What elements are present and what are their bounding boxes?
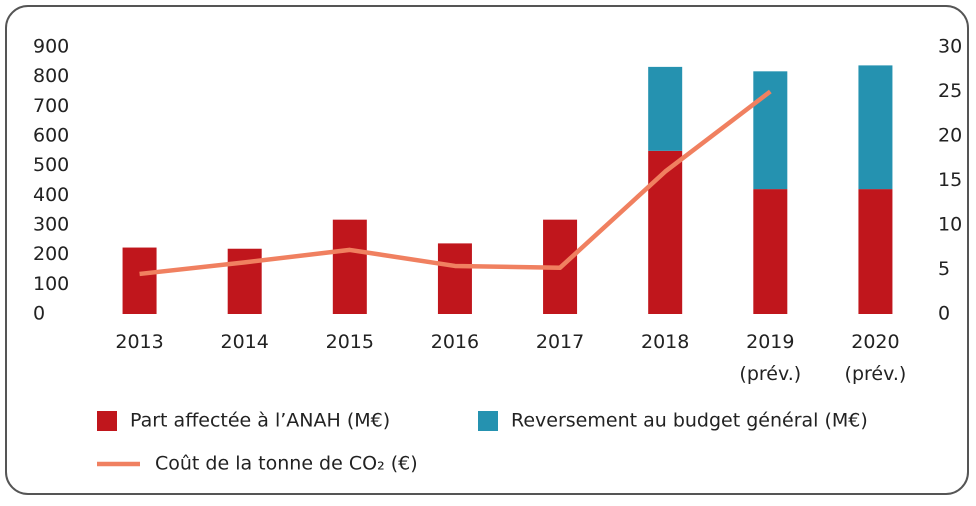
y2-tick-label: 25 bbox=[938, 80, 962, 102]
y-tick-label: 700 bbox=[33, 95, 69, 117]
frame bbox=[5, 5, 969, 495]
x-tick-label: 2020 (prév.) bbox=[845, 331, 907, 385]
y2-tick-label: 30 bbox=[938, 36, 962, 58]
y-tick-label: 0 bbox=[33, 303, 45, 325]
x-tick-label: 2016 bbox=[431, 331, 479, 353]
y-tick-label: 600 bbox=[33, 125, 69, 147]
y-tick-label: 500 bbox=[33, 154, 69, 176]
y2-tick-label: 20 bbox=[938, 125, 962, 147]
y-tick-label: 300 bbox=[33, 214, 69, 236]
x-tick-label: 2018 bbox=[641, 331, 689, 353]
x-tick-label: 2013 bbox=[115, 331, 163, 353]
legend-label: Part affectée à l’ANAH (M€) bbox=[130, 410, 390, 432]
bar bbox=[648, 66, 683, 151]
y-tick-label: 800 bbox=[33, 65, 69, 87]
y-tick-label: 900 bbox=[33, 36, 69, 58]
legend-swatch bbox=[478, 411, 498, 431]
y-tick-label: 400 bbox=[33, 184, 69, 206]
y-tick-label: 200 bbox=[33, 243, 69, 265]
y-tick-label: 100 bbox=[33, 273, 69, 295]
x-tick-label: 2017 bbox=[536, 331, 584, 353]
legend-label: Reversement au budget général (M€) bbox=[511, 410, 868, 432]
x-tick-label: 2014 bbox=[221, 331, 269, 353]
bar bbox=[858, 189, 893, 314]
bar bbox=[753, 189, 788, 314]
x-tick-label: 2019 (prév.) bbox=[739, 331, 801, 385]
bar bbox=[753, 71, 788, 190]
bar bbox=[858, 65, 893, 190]
y2-tick-label: 5 bbox=[938, 258, 950, 280]
y2-tick-label: 15 bbox=[938, 169, 962, 191]
legend-label: Coût de la tonne de CO₂ (€) bbox=[155, 453, 418, 475]
bar bbox=[648, 150, 683, 314]
y2-tick-label: 0 bbox=[938, 303, 950, 325]
bar bbox=[227, 248, 262, 314]
bar bbox=[332, 219, 367, 314]
x-tick-label: 2015 bbox=[326, 331, 374, 353]
bar bbox=[437, 243, 472, 314]
y2-tick-label: 10 bbox=[938, 214, 962, 236]
bar bbox=[122, 247, 157, 314]
legend-swatch bbox=[97, 411, 117, 431]
line bbox=[139, 89, 772, 277]
